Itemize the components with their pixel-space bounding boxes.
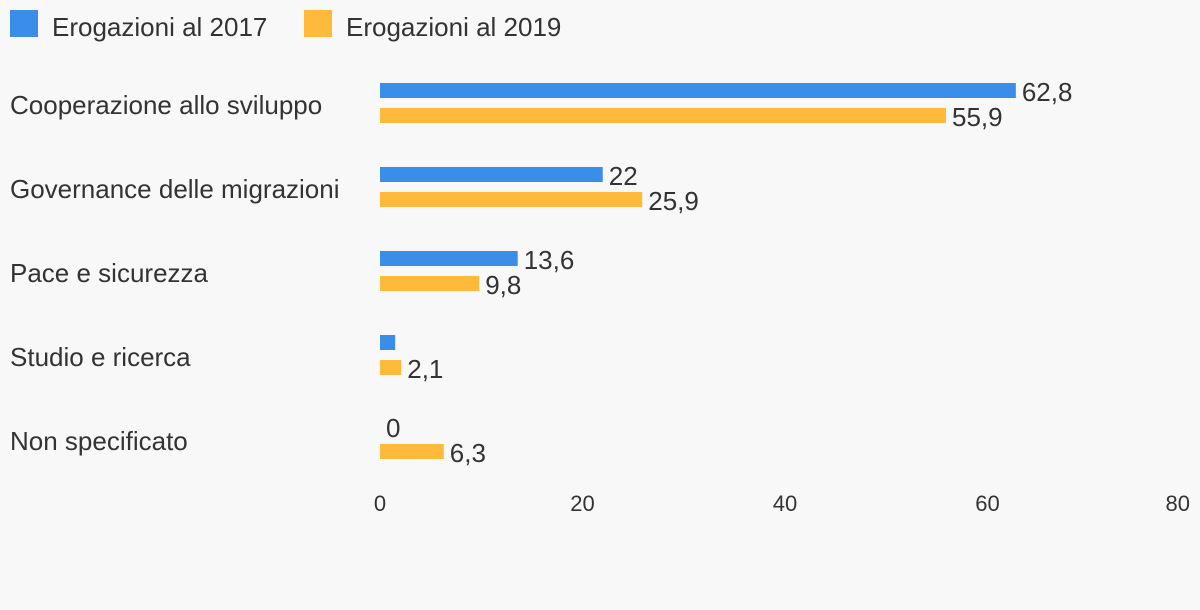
legend-label: Erogazioni al 2017: [52, 12, 267, 42]
legend-swatch: [304, 10, 332, 37]
bar: [380, 108, 946, 123]
data-label: 25,9: [648, 186, 699, 216]
category-label: Cooperazione allo sviluppo: [10, 90, 322, 120]
legend-item: Erogazioni al 2017: [10, 10, 267, 42]
bar: [380, 444, 444, 459]
data-label: 62,8: [1022, 77, 1073, 107]
x-axis: 0 20 40 60 80: [374, 491, 1190, 516]
data-label: 55,9: [952, 102, 1003, 132]
data-label: 2,1: [407, 354, 443, 384]
data-label: 6,3: [450, 438, 486, 468]
category-label: Studio e ricerca: [10, 342, 191, 372]
data-label: 22: [609, 161, 638, 191]
x-tick-label: 40: [773, 491, 797, 516]
bar: [380, 251, 518, 266]
bar: [380, 192, 643, 207]
category-labels: Cooperazione allo sviluppo Governance del…: [10, 90, 340, 456]
category-label: Governance delle migrazioni: [10, 174, 340, 204]
legend-swatch: [10, 10, 38, 37]
legend-label: Erogazioni al 2019: [346, 12, 561, 42]
bar: [380, 167, 603, 182]
bar: [380, 276, 480, 291]
bar: [380, 335, 396, 350]
data-label: 9,8: [485, 270, 521, 300]
legend: Erogazioni al 2017 Erogazioni al 2019: [10, 10, 561, 42]
category-label: Pace e sicurezza: [10, 258, 209, 288]
data-label: 13,6: [524, 245, 575, 275]
bar: [380, 360, 402, 375]
category-label: Non specificato: [10, 426, 188, 456]
value-labels: 62,8 55,9 22 25,9 13,69,8 2,10 6,3: [386, 77, 1072, 468]
legend-item: Erogazioni al 2019: [304, 10, 561, 42]
data-label: 0: [386, 413, 400, 443]
bar: [380, 83, 1016, 98]
x-tick-label: 0: [374, 491, 386, 516]
bars: [380, 83, 1016, 459]
x-tick-label: 20: [570, 491, 594, 516]
x-tick-label: 80: [1166, 491, 1190, 516]
x-tick-label: 60: [975, 491, 999, 516]
